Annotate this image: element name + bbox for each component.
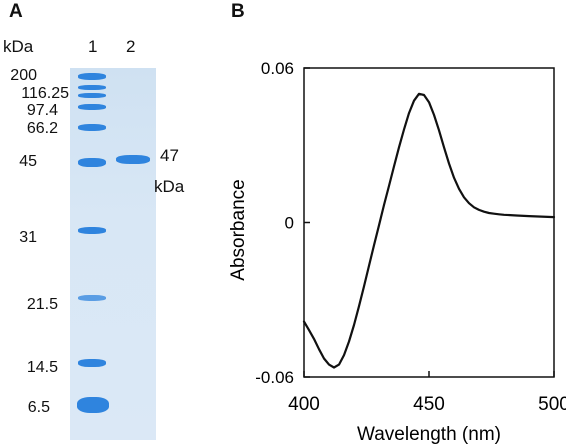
marker-band-45	[78, 158, 106, 167]
marker-band-14	[78, 359, 106, 367]
x-tick-label: 500	[538, 394, 566, 415]
marker-label-6: 6.5	[27, 399, 50, 416]
kda-unit-label: kDa	[3, 37, 34, 56]
marker-labels: 200 116.25 97.4 66.2 45 31 21.5 14.5 6.5	[0, 0, 70, 447]
series-line	[302, 92, 556, 369]
panel-b-label: B	[231, 1, 245, 22]
marker-band-21	[78, 295, 106, 301]
y-tick-label: -0.06	[255, 368, 294, 387]
marker-band-31	[78, 227, 106, 234]
gel-image	[70, 68, 156, 440]
plot-frame	[303, 67, 555, 378]
sample-band-47kda	[116, 155, 150, 164]
band-annotation-unit: kDa	[154, 177, 185, 196]
marker-label-14: 14.5	[26, 359, 58, 376]
x-tick-label: 450	[413, 394, 445, 415]
marker-label-116: 116.25	[21, 85, 69, 102]
marker-label-66: 66.2	[26, 120, 58, 137]
marker-label-200: 200	[10, 67, 37, 84]
marker-band-116-b	[78, 93, 106, 98]
marker-band-116-a	[78, 85, 106, 90]
marker-label-97: 97.4	[26, 102, 58, 119]
marker-band-6	[77, 397, 109, 413]
x-axis: 400 450 500	[288, 371, 566, 415]
band-annotation-value: 47	[160, 146, 179, 165]
lane-label-2: 2	[126, 37, 136, 56]
x-axis-label: Wavelength (nm)	[357, 424, 501, 445]
y-axis-label: Absorbance	[228, 179, 249, 280]
y-tick-label: 0	[285, 214, 294, 233]
x-tick-label: 400	[288, 394, 320, 415]
marker-label-21: 21.5	[26, 296, 58, 313]
y-tick-label: 0.06	[261, 59, 294, 78]
marker-label-45: 45	[19, 153, 37, 170]
marker-band-66	[78, 124, 106, 131]
marker-band-200	[78, 73, 106, 80]
lane-label-1: 1	[88, 37, 98, 56]
y-axis: 0.06 0 -0.06	[255, 59, 310, 387]
panel-a-label: A	[9, 1, 23, 22]
marker-band-97	[78, 104, 106, 110]
marker-label-31: 31	[19, 229, 37, 246]
